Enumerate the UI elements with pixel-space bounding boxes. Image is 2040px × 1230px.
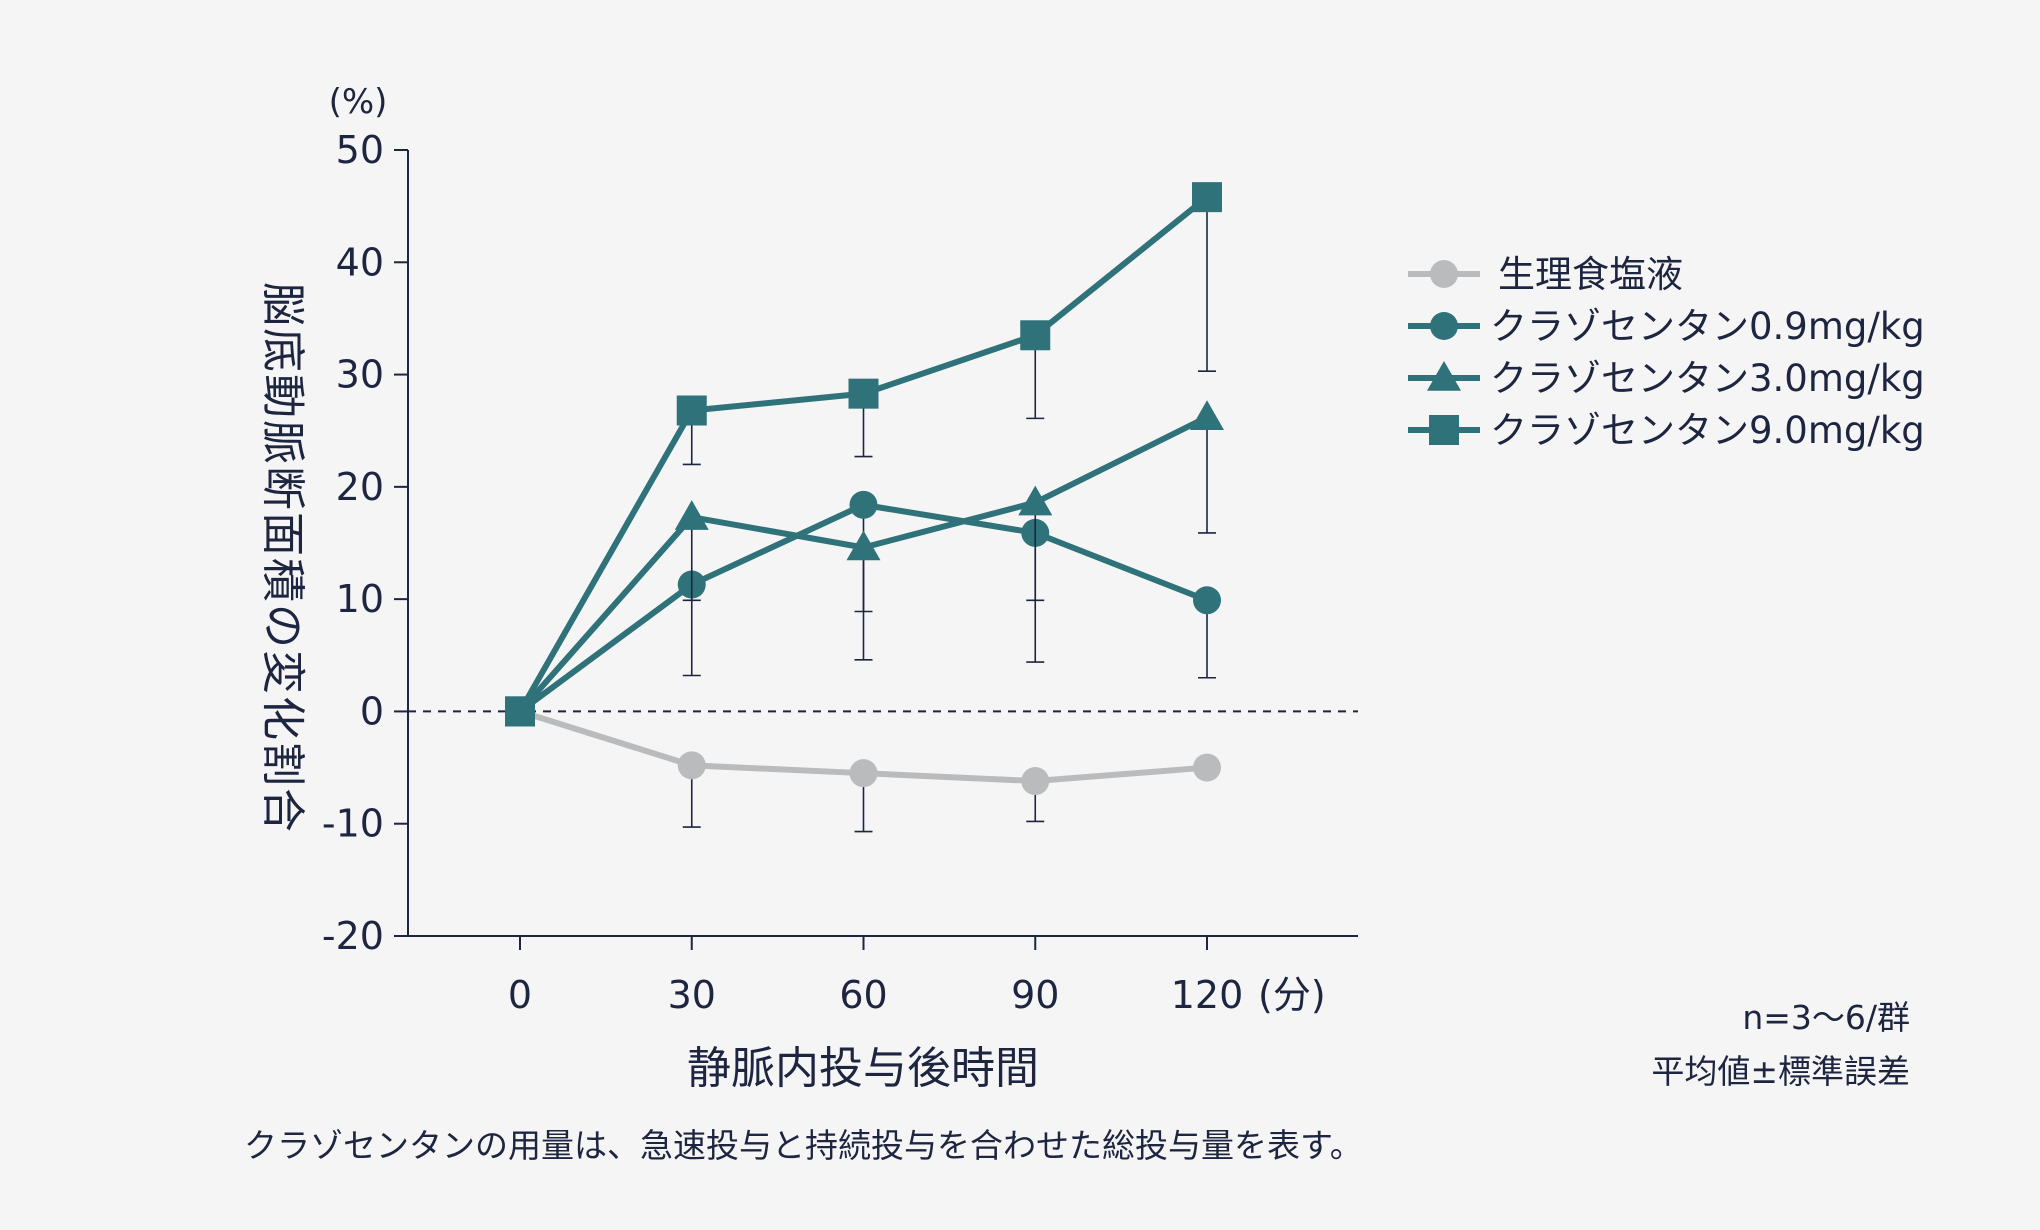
legend-item-2: クラゾセンタン0.9mg/kg [1408, 305, 1925, 348]
legend-marker [1430, 312, 1458, 340]
legend-item-1: 生理食塩液 [1408, 253, 1683, 296]
y-tick-label: -20 [322, 914, 384, 958]
x-unit-label: (分) [1258, 973, 1326, 1017]
series-4 [505, 182, 1222, 727]
y-tick-label: 40 [336, 240, 384, 284]
data-point [676, 395, 707, 426]
legend-label: クラゾセンタン9.0mg/kg [1490, 409, 1925, 452]
data-point [1020, 320, 1051, 351]
statistics-note: 平均値±標準誤差 [1651, 1052, 1910, 1091]
data-point [848, 378, 879, 409]
legend-label: クラゾセンタン0.9mg/kg [1490, 305, 1925, 348]
data-point [1018, 485, 1053, 516]
data-point [677, 751, 706, 780]
data-point [505, 696, 535, 727]
legend-label: クラゾセンタン3.0mg/kg [1490, 357, 1925, 400]
data-point [1192, 182, 1222, 213]
data-point [1190, 400, 1224, 430]
data-point [846, 530, 881, 561]
legend-marker [1427, 361, 1461, 391]
series-1 [505, 696, 1221, 833]
x-axis-title: 静脈内投与後時間 [687, 1043, 1039, 1094]
x-tick-label: 30 [668, 973, 716, 1017]
x-tick-label: 60 [839, 973, 887, 1017]
legend-item-4: クラゾセンタン9.0mg/kg [1408, 409, 1925, 452]
y-tick-label: -10 [322, 802, 384, 846]
y-tick-label: 10 [336, 577, 384, 621]
legend-marker [1430, 260, 1458, 288]
data-point [674, 500, 709, 530]
series-3 [505, 400, 1224, 727]
dosage-note: クラゾセンタンの用量は、急速投与と持続投与を合わせた総投与量を表す。 [244, 1126, 1363, 1165]
y-tick-label: 50 [336, 128, 384, 172]
data-point [849, 490, 878, 519]
y-unit-label: (%) [329, 82, 388, 122]
legend-label: 生理食塩液 [1498, 253, 1683, 296]
plot-area: -20 -10 0 10 20 30 40 50 0 30 60 90 120 [322, 128, 1358, 1017]
data-point [1193, 753, 1221, 782]
y-tick-label: 0 [360, 689, 384, 733]
y-tick-label: 20 [336, 465, 384, 509]
x-tick-label: 120 [1171, 973, 1244, 1017]
legend-item-3: クラゾセンタン3.0mg/kg [1408, 357, 1925, 400]
x-tick-label: 90 [1011, 973, 1059, 1017]
sample-size-note: n=3〜6/群 [1742, 998, 1910, 1037]
data-point [1021, 767, 1050, 796]
y-tick-label: 30 [336, 353, 384, 397]
y-axis-title: 脳底動脈断面積の変化割合 [257, 282, 308, 834]
data-point [849, 759, 878, 788]
legend-marker [1429, 415, 1459, 445]
data-point [1193, 586, 1221, 615]
x-tick-label: 0 [508, 973, 532, 1017]
